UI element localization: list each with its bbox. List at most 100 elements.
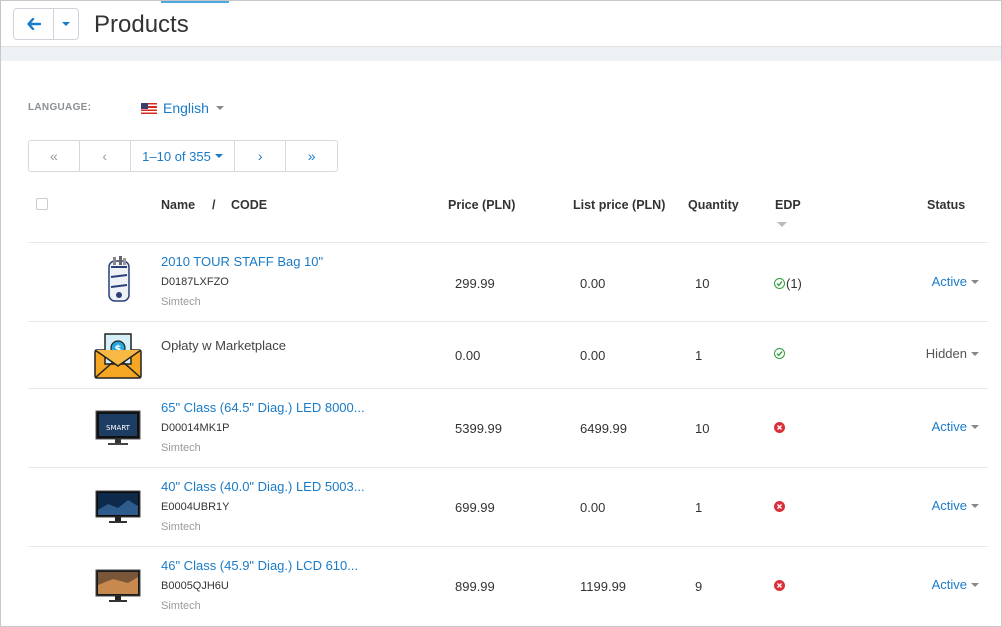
status-label: Active	[931, 274, 967, 289]
price-value[interactable]: 0.00	[455, 348, 481, 363]
quantity-value[interactable]: 1	[695, 348, 703, 363]
quantity-value[interactable]: 9	[695, 579, 703, 594]
status-dropdown[interactable]: Active	[932, 274, 979, 289]
product-thumbnail-golf-bag[interactable]	[93, 255, 143, 305]
quantity-value[interactable]: 1	[695, 500, 703, 515]
status-dropdown[interactable]: Active	[932, 577, 979, 592]
svg-text:SMART: SMART	[106, 424, 131, 432]
chevron-down-icon	[971, 503, 979, 508]
product-vendor: Simtech	[161, 600, 201, 612]
prev-page-button[interactable]: ‹	[80, 141, 131, 171]
error-circle-icon	[774, 501, 785, 512]
table-row: 46" Class (45.9" Diag.) LCD 610... B0005…	[1, 547, 1001, 627]
product-code: E0004UBR1Y	[161, 501, 230, 513]
column-header-quantity[interactable]: Quantity	[688, 198, 739, 212]
product-vendor: Simtech	[161, 442, 201, 454]
quantity-value[interactable]: 10	[695, 276, 710, 291]
status-label: Active	[931, 498, 967, 513]
chevron-down-icon	[214, 154, 223, 158]
svg-text:$: $	[115, 344, 122, 355]
status-dropdown[interactable]: Active	[932, 419, 979, 434]
product-name-link[interactable]: Opłaty w Marketplace	[161, 338, 286, 353]
status-label: Active	[931, 577, 967, 592]
product-code: D0187LXFZO	[161, 276, 229, 288]
status-dropdown[interactable]: Active	[932, 498, 979, 513]
list-price-value[interactable]: 0.00	[580, 500, 606, 515]
list-price-value[interactable]: 0.00	[580, 276, 606, 291]
check-circle-icon	[774, 348, 785, 359]
pagination: « ‹ 1–10 of 355 › »	[28, 140, 338, 172]
status-label: Active	[931, 419, 967, 434]
select-all-checkbox[interactable]	[36, 198, 48, 210]
back-history-dropdown[interactable]	[54, 9, 78, 39]
column-header-status[interactable]: Status	[927, 198, 966, 212]
arrow-left-icon	[26, 18, 41, 30]
column-header-price[interactable]: Price (PLN)	[448, 198, 516, 212]
chevron-down-icon	[971, 279, 979, 284]
table-row: SMART 65" Class (64.5" Diag.) LED 8000..…	[1, 389, 1001, 467]
us-flag-icon	[141, 102, 157, 114]
first-page-button[interactable]: «	[29, 141, 80, 171]
product-thumbnail-tv[interactable]	[93, 482, 143, 532]
list-price-value[interactable]: 0.00	[580, 348, 606, 363]
status-label: Hidden	[925, 346, 967, 361]
price-value[interactable]: 299.99	[455, 276, 495, 291]
column-header-separator: /	[212, 198, 216, 212]
last-page-button[interactable]: »	[307, 148, 316, 164]
sort-desc-icon	[777, 222, 787, 227]
price-value[interactable]: 899.99	[455, 579, 495, 594]
edp-cell	[774, 422, 785, 433]
column-header-edp[interactable]: EDP	[775, 198, 801, 212]
list-price-value[interactable]: 6499.99	[580, 421, 627, 436]
column-header-list-price[interactable]: List price (PLN)	[573, 198, 666, 212]
price-value[interactable]: 5399.99	[455, 421, 502, 436]
list-price-value[interactable]: 1199.99	[580, 579, 627, 594]
language-label: LANGUAGE:	[28, 102, 92, 113]
next-page-button[interactable]: ›	[235, 141, 287, 171]
product-vendor: Simtech	[161, 296, 201, 308]
language-selector[interactable]: English	[141, 100, 224, 116]
error-circle-icon	[774, 422, 785, 433]
product-thumbnail-envelope[interactable]: $	[93, 330, 143, 380]
column-header-code[interactable]: CODE	[231, 198, 268, 212]
chevron-down-icon	[215, 106, 224, 110]
chevron-down-icon	[62, 22, 70, 26]
back-button[interactable]	[14, 9, 54, 39]
check-circle-icon	[774, 278, 785, 289]
back-button-group	[13, 8, 79, 40]
header-accent-line	[161, 1, 229, 3]
price-value[interactable]: 699.99	[455, 500, 495, 515]
product-name-link[interactable]: 40" Class (40.0" Diag.) LED 5003...	[161, 479, 365, 494]
error-circle-icon	[774, 580, 785, 591]
product-name-link[interactable]: 65" Class (64.5" Diag.) LED 8000...	[161, 400, 365, 415]
chevron-down-icon	[971, 582, 979, 587]
chevron-down-icon	[971, 351, 979, 356]
quantity-value[interactable]: 10	[695, 421, 710, 436]
edp-cell: (1)	[774, 276, 802, 291]
product-code: B0005QJH6U	[161, 580, 229, 592]
table-row: $ Opłaty w Marketplace 0.00 0.00 1 Hidde…	[1, 322, 1001, 388]
edp-cell	[774, 501, 785, 512]
language-value: English	[163, 100, 209, 116]
product-code: D00014MK1P	[161, 422, 230, 434]
page-range-dropdown[interactable]: 1–10 of 355	[131, 141, 236, 171]
edp-cell	[774, 348, 785, 359]
product-thumbnail-tv[interactable]: SMART	[93, 403, 143, 453]
edp-count: (1)	[786, 276, 802, 291]
product-name-link[interactable]: 2010 TOUR STAFF Bag 10"	[161, 254, 324, 269]
product-thumbnail-tv[interactable]	[93, 561, 143, 611]
chevron-down-icon	[971, 424, 979, 429]
product-name-link[interactable]: 46" Class (45.9" Diag.) LCD 610...	[161, 558, 359, 573]
row-divider	[28, 388, 988, 389]
header-divider-band	[1, 47, 1001, 61]
column-header-name[interactable]: Name	[161, 198, 196, 212]
status-dropdown[interactable]: Hidden	[926, 346, 979, 361]
table-row: 2010 TOUR STAFF Bag 10" D0187LXFZO Simte…	[1, 243, 1001, 321]
row-divider	[28, 321, 988, 322]
page-header: Products	[1, 1, 1001, 47]
edp-cell	[774, 580, 785, 591]
page-range-label: 1–10 of 355	[142, 148, 211, 164]
row-divider	[28, 242, 988, 243]
table-row: 40" Class (40.0" Diag.) LED 5003... E000…	[1, 468, 1001, 546]
product-vendor: Simtech	[161, 521, 201, 533]
